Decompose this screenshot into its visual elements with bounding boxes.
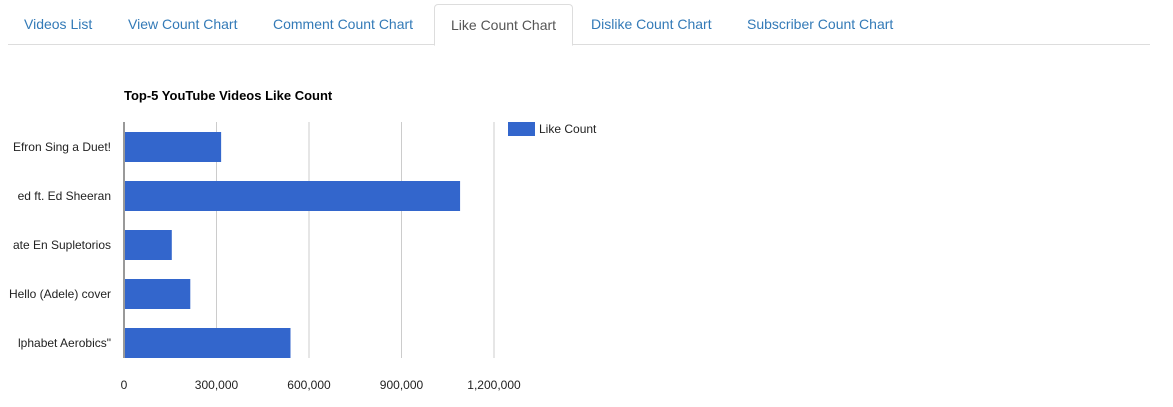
x-tick-label: 900,000: [380, 378, 424, 392]
chart-title: Top-5 YouTube Videos Like Count: [124, 88, 333, 103]
category-label: Efron Sing a Duet!: [13, 140, 111, 154]
x-tick-label: 300,000: [195, 378, 239, 392]
legend-label: Like Count: [539, 122, 597, 136]
tab-subscriber-count-chart[interactable]: Subscriber Count Chart: [747, 16, 894, 32]
tab-videos-list[interactable]: Videos List: [24, 16, 93, 32]
bar[interactable]: [125, 328, 291, 358]
x-tick-label: 600,000: [287, 378, 331, 392]
bar[interactable]: [125, 279, 191, 309]
tab-comment-count-chart[interactable]: Comment Count Chart: [273, 16, 414, 32]
bar[interactable]: [125, 181, 461, 211]
bar[interactable]: [125, 230, 172, 260]
category-label: ed ft. Ed Sheeran: [18, 189, 111, 203]
tab-dislike-count-chart[interactable]: Dislike Count Chart: [591, 16, 712, 32]
x-tick-label: 1,200,000: [467, 378, 521, 392]
tab-like-count-chart[interactable]: Like Count Chart: [434, 4, 574, 46]
bar[interactable]: [125, 132, 222, 162]
category-label: lphabet Aerobics": [18, 336, 111, 350]
category-label: Hello (Adele) cover: [9, 287, 111, 301]
tab-bar: Videos List View Count Chart Comment Cou…: [8, 4, 1150, 46]
legend-swatch: [508, 122, 535, 136]
tab-view-count-chart[interactable]: View Count Chart: [128, 16, 238, 32]
x-tick-label: 0: [121, 378, 128, 392]
category-label: ate En Supletorios: [13, 238, 111, 252]
